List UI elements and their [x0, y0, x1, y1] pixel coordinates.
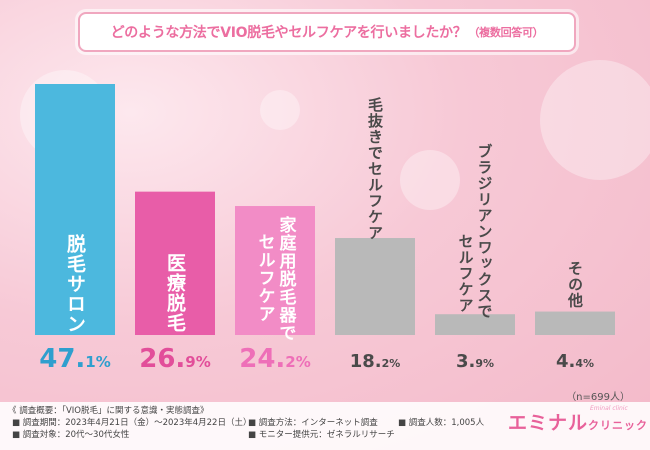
bar-3: [235, 206, 315, 335]
survey-period: ■ 調査期間：2023年4月21日（金）〜2023年4月22日（土）: [12, 418, 252, 428]
survey-method: ■ 調査方法：インターネット調査: [248, 418, 378, 428]
value-label-1: 47.1%: [39, 344, 111, 374]
bar-6: [535, 311, 615, 335]
bar-label-3: セルフケア: [255, 233, 276, 323]
value-label-3: 24.2%: [239, 344, 311, 374]
chart-title-box: どのような方法でVIO脱毛やセルフケアを行いましたか？ （複数回答可）: [78, 12, 576, 52]
chart-title-note: （複数回答可）: [468, 26, 544, 39]
brand-name: エミナル: [508, 412, 589, 434]
survey-provider: ■ モニター提供元：ゼネラルリサーチ: [248, 430, 395, 440]
brand-logo: エミナルクリニック: [508, 408, 648, 435]
survey-count: ■ 調査人数：1,005人: [398, 418, 485, 428]
bar-label-2: 医療脱毛: [164, 253, 186, 333]
bar-label-5: ブラジリアンワックスで: [476, 142, 494, 319]
bokeh: [400, 150, 460, 210]
bar-label-6: その他: [566, 261, 584, 309]
value-label-5: 3.9%: [456, 351, 494, 372]
survey-target: ■ 調査対象：20代〜30代女性: [12, 430, 130, 440]
bar-4: [335, 238, 415, 335]
bar-label-3: 家庭用脱毛器で: [276, 215, 298, 342]
bar-chart: 脱毛サロン47.1%医療脱毛26.9%家庭用脱毛器でセルフケア24.2%毛抜きで…: [35, 84, 615, 374]
survey-overview: 《 調査概要：「VIO脱毛」に関する意識・実態調査》: [8, 406, 209, 416]
brand-sub: クリニック: [588, 419, 649, 432]
bokeh: [540, 60, 650, 180]
bokeh: [260, 90, 300, 130]
bar-label-4: 毛抜きでセルフケア: [366, 96, 384, 241]
value-label-4: 18.2%: [350, 351, 401, 372]
bar-2: [135, 191, 215, 335]
brand-tag: Eminal clinic: [590, 405, 628, 412]
chart-title: どのような方法でVIO脱毛やセルフケアを行いましたか？: [110, 25, 467, 41]
bar-label-1: 脱毛サロン: [64, 233, 86, 334]
bar-1: [35, 84, 115, 335]
bar-5: [435, 314, 515, 335]
footer: 《 調査概要：「VIO脱毛」に関する意識・実態調査》 ■ 調査期間：2023年4…: [0, 402, 650, 450]
bar-label-5: セルフケア: [457, 233, 475, 313]
value-label-6: 4.4%: [556, 351, 594, 372]
sample-size-note: （n=699人）: [566, 392, 630, 403]
value-label-2: 26.9%: [139, 344, 211, 374]
